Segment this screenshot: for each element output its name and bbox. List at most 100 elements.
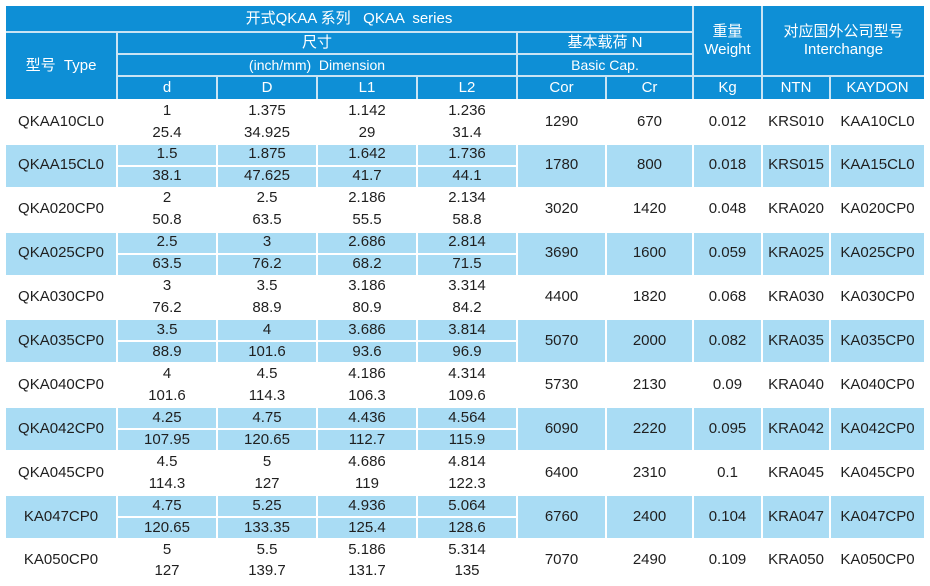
- inch-mm-divider: [118, 559, 216, 562]
- cell-dim-L1: 3.186 80.9: [318, 276, 416, 319]
- value-D-inch: 4.5: [256, 364, 278, 382]
- inch-mm-divider: [418, 252, 516, 255]
- table-row: KA047CP0 4.75 120.65 5.25 133.35 4.936 1…: [6, 496, 924, 538]
- inch-mm-divider: [318, 384, 416, 387]
- cell-model: QKA040CP0: [6, 364, 116, 407]
- value-L2-inch: 4.314: [448, 364, 486, 382]
- table-row: QKAA15CL0 1.5 38.1 1.875 47.625 1.642 41…: [6, 144, 924, 187]
- inch-mm-divider: [118, 472, 216, 475]
- value-d-inch: 4.75: [152, 496, 182, 514]
- cell-dim-d: 3 76.2: [118, 276, 216, 319]
- cell-dim-L2: 1.736 44.1: [418, 144, 516, 187]
- inch-mm-divider: [118, 515, 216, 518]
- value-D-mm: 34.925: [244, 123, 290, 141]
- cell-dim-L1: 4.436 112.7: [318, 408, 416, 451]
- value-L1-mm: 112.7: [348, 430, 386, 448]
- cell-cr: 2220: [607, 408, 692, 451]
- inch-mm-divider: [418, 515, 516, 518]
- cell-dim-D: 3 76.2: [218, 232, 316, 275]
- value-d-inch: 1: [162, 101, 172, 119]
- inch-mm-divider: [418, 340, 516, 343]
- cell-model: QKAA15CL0: [6, 144, 116, 187]
- value-L2-mm: 128.6: [448, 518, 486, 536]
- col-header-d: d: [118, 77, 216, 99]
- value-L1-mm: 131.7: [348, 562, 386, 580]
- cell-dim-d: 2 50.8: [118, 188, 216, 231]
- value-d-inch: 2: [162, 189, 172, 207]
- cell-kaydon: KA020CP0: [831, 188, 924, 231]
- cell-kaydon: KAA15CL0: [831, 144, 924, 187]
- inch-mm-divider: [218, 252, 316, 255]
- cell-dim-L2: 4.814 122.3: [418, 452, 516, 495]
- cell-cr: 2400: [607, 496, 692, 538]
- value-L1-mm: 125.4: [348, 518, 386, 536]
- table-row: KA050CP0 5 127 5.5 139.7 5.186 131.7 5.3…: [6, 539, 924, 582]
- cell-ntn: KRS010: [763, 101, 829, 143]
- value-D-mm: 47.625: [244, 167, 290, 185]
- value-L2-inch: 4.564: [448, 408, 486, 426]
- value-L1-inch: 1.642: [348, 145, 386, 163]
- inch-mm-divider: [318, 472, 416, 475]
- cell-dim-d: 1.5 38.1: [118, 144, 216, 187]
- cell-dim-L2: 4.314 109.6: [418, 364, 516, 407]
- inch-mm-divider: [218, 120, 316, 123]
- inch-mm-divider: [218, 340, 316, 343]
- inch-mm-divider: [218, 428, 316, 431]
- cell-kg: 0.059: [694, 232, 761, 275]
- inch-mm-divider: [418, 208, 516, 211]
- value-L1-inch: 3.186: [348, 277, 386, 295]
- inch-mm-divider: [318, 340, 416, 343]
- value-L2-inch: 3.314: [448, 277, 486, 295]
- cell-ntn: KRA020: [763, 188, 829, 231]
- cell-cr: 2130: [607, 364, 692, 407]
- value-D-inch: 2.5: [256, 189, 278, 207]
- inch-mm-divider: [118, 384, 216, 387]
- cell-cr: 670: [607, 101, 692, 143]
- inch-mm-divider: [418, 384, 516, 387]
- cell-kg: 0.048: [694, 188, 761, 231]
- table-row: QKA040CP0 4 101.6 4.5 114.3 4.186 106.3 …: [6, 364, 924, 407]
- value-D-mm: 120.65: [244, 430, 290, 448]
- value-L2-mm: 135: [454, 562, 480, 580]
- cell-kg: 0.068: [694, 276, 761, 319]
- col-header-cr: Cr: [607, 77, 692, 99]
- inch-mm-divider: [318, 428, 416, 431]
- value-d-mm: 120.65: [144, 518, 190, 536]
- value-D-inch: 4: [262, 321, 272, 339]
- cell-cor: 7070: [518, 539, 605, 582]
- cell-model: QKA042CP0: [6, 408, 116, 451]
- load-group-label-cn: 基本载荷 N: [518, 33, 692, 53]
- cell-kaydon: KA030CP0: [831, 276, 924, 319]
- cell-dim-D: 1.875 47.625: [218, 144, 316, 187]
- cell-dim-d: 4.25 107.95: [118, 408, 216, 451]
- value-D-mm: 127: [254, 474, 280, 492]
- cell-dim-L2: 5.314 135: [418, 539, 516, 582]
- cell-kg: 0.09: [694, 364, 761, 407]
- cell-cr: 800: [607, 144, 692, 187]
- cell-dim-L2: 3.314 84.2: [418, 276, 516, 319]
- value-d-mm: 114.3: [148, 474, 186, 492]
- value-D-mm: 63.5: [252, 211, 282, 229]
- value-D-inch: 1.375: [248, 101, 286, 119]
- value-d-mm: 50.8: [152, 211, 182, 229]
- value-d-mm: 25.4: [152, 123, 182, 141]
- inch-mm-divider: [218, 559, 316, 562]
- cell-kg: 0.082: [694, 320, 761, 363]
- col-header-kaydon: KAYDON: [831, 77, 924, 99]
- cell-cor: 4400: [518, 276, 605, 319]
- cell-kaydon: KA050CP0: [831, 539, 924, 582]
- value-D-inch: 3.5: [256, 277, 278, 295]
- value-L2-inch: 4.814: [448, 452, 486, 470]
- value-d-inch: 5: [162, 540, 172, 558]
- value-L1-mm: 29: [358, 123, 376, 141]
- cell-cor: 6400: [518, 452, 605, 495]
- value-D-mm: 133.35: [244, 518, 290, 536]
- value-d-mm: 63.5: [152, 255, 182, 273]
- cell-ntn: KRA050: [763, 539, 829, 582]
- value-L2-mm: 44.1: [452, 167, 482, 185]
- col-header-D: D: [218, 77, 316, 99]
- value-d-inch: 1.5: [156, 145, 178, 163]
- value-L2-mm: 96.9: [452, 343, 482, 360]
- cell-dim-L2: 1.236 31.4: [418, 101, 516, 143]
- col-header-ntn: NTN: [763, 77, 829, 99]
